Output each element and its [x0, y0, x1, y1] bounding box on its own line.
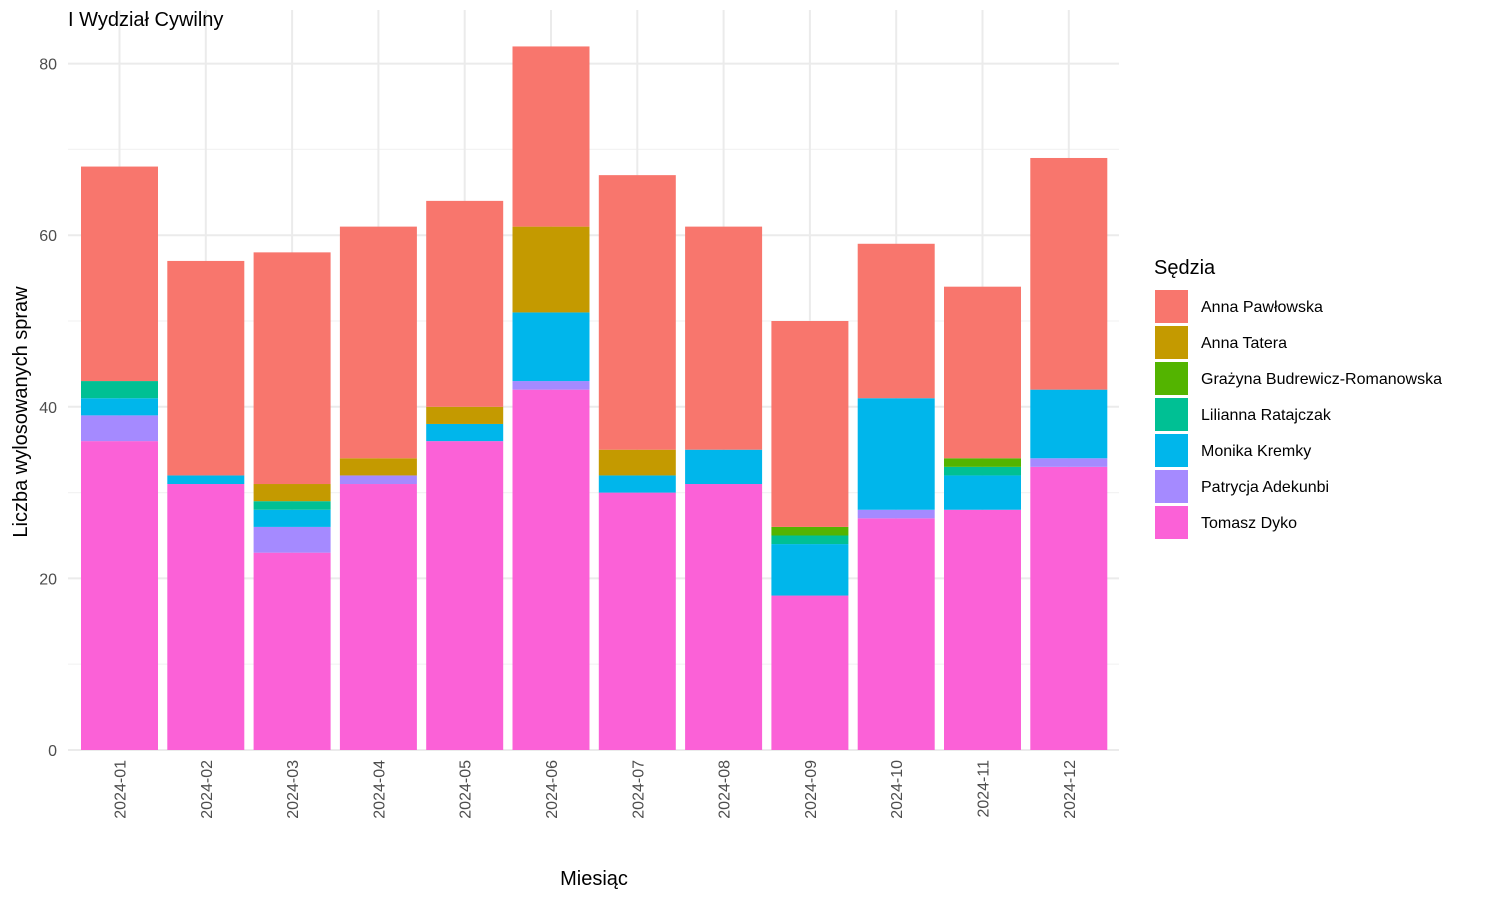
bar-segment — [81, 441, 158, 750]
legend-swatch — [1155, 470, 1188, 503]
legend-swatch — [1155, 362, 1188, 395]
y-tick-label: 60 — [39, 228, 57, 245]
bar-segment — [81, 398, 158, 416]
x-axis-ticks: 2024-01 2024-02 2024-03 2024-04 2024-05 2024-… — [113, 760, 1079, 819]
x-tick-label: 2024-02 — [199, 760, 216, 819]
bar-segment — [598, 175, 676, 450]
legend-label: Patrycja Adekunbi — [1201, 479, 1329, 496]
bar-segment — [944, 475, 1021, 510]
bar-segment — [944, 458, 1021, 467]
x-axis-title: Miesiąc — [560, 868, 628, 890]
bar-segment — [944, 509, 1021, 750]
legend-swatch — [1155, 290, 1188, 323]
x-tick-label: 2024-04 — [371, 760, 388, 819]
bar-segment — [1030, 389, 1108, 459]
x-tick-label: 2024-11 — [976, 760, 993, 818]
y-axis-ticks: 0 20 40 60 80 — [39, 57, 57, 760]
legend-label: Grażyna Budrewicz-Romanowska — [1201, 371, 1442, 388]
bar-segment — [1030, 157, 1108, 390]
bar-segment — [771, 526, 849, 536]
y-axis-title: Liczba wylosowanych spraw — [10, 286, 32, 538]
bar-segment — [81, 415, 158, 442]
legend-label: Monika Kremky — [1201, 443, 1311, 460]
x-tick-label: 2024-10 — [889, 760, 906, 819]
x-tick-label: 2024-08 — [717, 760, 734, 819]
bar-segment — [857, 518, 935, 750]
bar-segment — [1030, 466, 1108, 750]
bar-segment — [426, 406, 504, 424]
bar-segment — [253, 252, 331, 485]
y-tick-label: 20 — [39, 571, 57, 588]
bar-segment — [598, 492, 676, 750]
legend-label: Tomasz Dyko — [1201, 515, 1297, 532]
legend-swatch — [1155, 326, 1188, 359]
bar-segment — [512, 226, 590, 313]
y-tick-label: 80 — [39, 57, 57, 74]
bar-segment — [857, 509, 935, 519]
bar-segment — [771, 535, 849, 545]
x-tick-label: 2024-07 — [630, 760, 647, 819]
bar-segment — [1030, 458, 1108, 467]
bar-segment — [81, 166, 158, 382]
bar-segment — [685, 484, 763, 750]
bar-segment — [944, 286, 1021, 459]
bar-segment — [512, 381, 590, 390]
bar-segment — [81, 381, 158, 399]
bar-segment — [339, 484, 417, 750]
bar-segment — [944, 466, 1021, 476]
x-tick-label: 2024-09 — [803, 760, 820, 819]
x-tick-label: 2024-01 — [113, 760, 130, 819]
chart-title: I Wydział Cywilny — [68, 9, 223, 31]
bar-segment — [339, 458, 417, 476]
bar-segment — [253, 484, 331, 502]
bar-segment — [857, 243, 935, 399]
x-tick-label: 2024-12 — [1062, 760, 1079, 819]
bar-segment — [426, 441, 504, 750]
bar-segment — [685, 449, 763, 485]
x-tick-label: 2024-03 — [285, 760, 302, 819]
bar-segment — [339, 226, 417, 459]
bar-segment — [771, 544, 849, 596]
bar-segment — [167, 260, 245, 476]
bar-segment — [339, 475, 417, 485]
y-tick-label: 40 — [39, 400, 57, 417]
bar-segment — [512, 46, 590, 227]
x-tick-label: 2024-06 — [544, 760, 561, 819]
bar-segment — [771, 595, 849, 750]
legend-title: Sędzia — [1154, 257, 1216, 279]
x-tick-label: 2024-05 — [458, 760, 475, 819]
bar-segment — [253, 501, 331, 510]
legend-swatch — [1155, 434, 1188, 467]
legend: Sędzia Anna Pawłowska Anna Tatera Grażyna … — [1154, 257, 1442, 539]
bar-segment — [512, 312, 590, 382]
bar-segment — [771, 321, 849, 527]
bar-segment — [685, 226, 763, 450]
bar-segment — [167, 475, 245, 485]
bar-segment — [253, 552, 331, 750]
legend-swatch — [1155, 398, 1188, 431]
legend-swatch — [1155, 506, 1188, 539]
bar-segment — [426, 423, 504, 442]
bar-segment — [598, 449, 676, 476]
legend-label: Anna Tatera — [1201, 335, 1287, 352]
bar-segment — [857, 398, 935, 510]
y-tick-label: 0 — [48, 743, 57, 760]
bar-segment — [512, 389, 590, 750]
bar-segment — [253, 509, 331, 527]
bar-segment — [598, 475, 676, 493]
legend-label: Lilianna Ratajczak — [1201, 407, 1332, 424]
legend-label: Anna Pawłowska — [1201, 299, 1323, 316]
bar-segment — [426, 200, 504, 407]
bars — [81, 46, 1108, 750]
bar-segment — [167, 484, 245, 750]
bar-segment — [253, 526, 331, 553]
